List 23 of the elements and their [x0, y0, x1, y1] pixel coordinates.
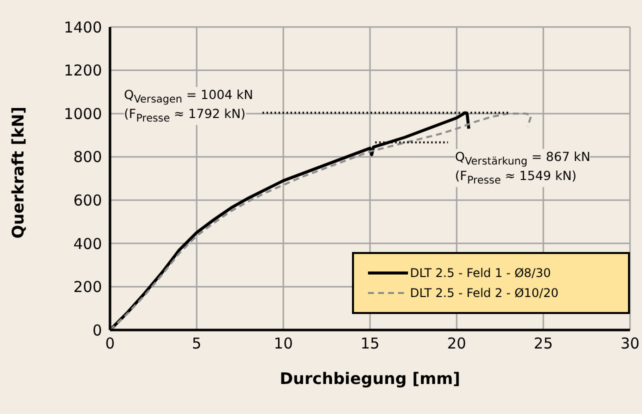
y-tick-label: 1200 [64, 62, 102, 80]
y-tick-label: 800 [73, 148, 102, 166]
annotation: Q$_{Verstärkung}$ = 867 kN [455, 149, 590, 168]
x-tick-label: 15 [360, 334, 380, 353]
y-axis-title: Querkraft [kN] [8, 106, 28, 238]
y-tick-label: 1400 [64, 18, 102, 36]
annotation: (F$_{Presse}$ ≈ 1792 kN) [124, 106, 246, 124]
y-tick-label: 1000 [64, 104, 102, 123]
x-tick-label: 5 [192, 334, 202, 353]
x-tick-label: 10 [274, 334, 293, 353]
x-tick-label: 25 [534, 334, 553, 353]
x-tick-label: 0 [105, 334, 115, 353]
y-tick-label: 0 [92, 321, 102, 340]
y-tick-label: 600 [73, 191, 102, 210]
y-tick-label: 200 [73, 278, 102, 296]
y-tick-label: 400 [73, 234, 102, 253]
annotation: (F$_{Presse}$ ≈ 1549 kN) [455, 168, 577, 186]
x-tick-label: 20 [447, 334, 466, 353]
annotation: Q$_{Versagen}$ = 1004 kN [124, 87, 254, 106]
x-axis-title: Durchbiegung [mm] [280, 369, 460, 388]
legend-label: DLT 2.5 - Feld 1 - Ø8/30 [410, 266, 551, 280]
x-tick-label: 30 [620, 334, 640, 353]
legend-label: DLT 2.5 - Feld 2 - Ø10/20 [410, 286, 558, 300]
